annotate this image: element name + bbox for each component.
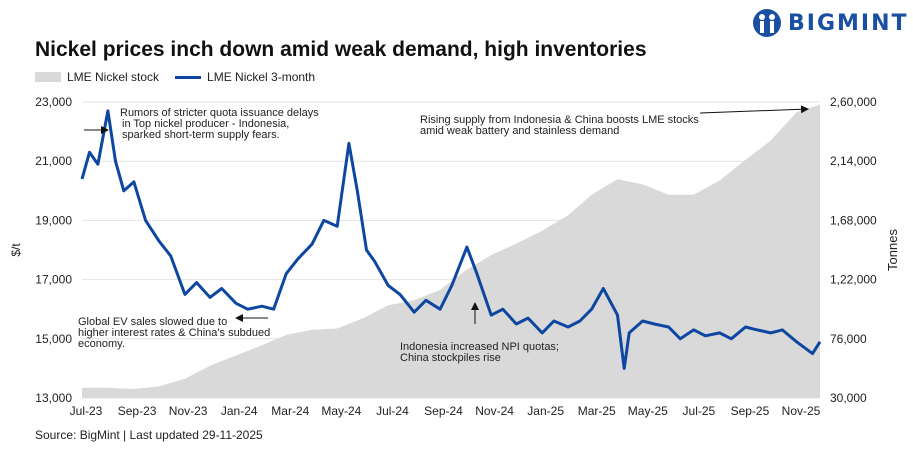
y-right-tick-label: 30,000: [830, 391, 867, 405]
source-note: Source: BigMint | Last updated 29-11-202…: [35, 428, 263, 442]
x-tick-label: Nov-24: [475, 404, 514, 418]
x-tick-label: Jan-25: [527, 404, 564, 418]
y-left-tick-label: 17,000: [35, 273, 72, 287]
y-right-tick-label: 2,14,000: [830, 154, 877, 168]
annotation-text: China stockpiles rise: [400, 352, 501, 364]
y-left-tick-label: 15,000: [35, 332, 72, 346]
y-left-tick-label: 13,000: [35, 391, 72, 405]
x-tick-label: May-24: [321, 404, 361, 418]
x-tick-label: Sep-24: [424, 404, 463, 418]
stock-area: [82, 104, 820, 398]
x-tick-label: Jul-23: [70, 404, 103, 418]
legend-swatch-price: [175, 75, 202, 79]
x-tick-label: Jul-24: [376, 404, 409, 418]
legend-swatch-stock: [35, 72, 61, 82]
annotation-arrow: [699, 105, 809, 114]
y-right-tick-label: 1,68,000: [830, 213, 877, 227]
annotation-text: higher interest rates & China's subdued: [78, 327, 270, 339]
x-tick-label: Mar-24: [271, 404, 309, 418]
y-left-tick-label: 21,000: [35, 154, 72, 168]
annotation-text: Rumors of stricter quota issuance delays: [120, 107, 319, 119]
legend-label-stock: LME Nickel stock: [67, 70, 160, 84]
x-tick-label: Jul-25: [683, 404, 716, 418]
y-left-tick-label: 23,000: [35, 95, 72, 109]
annotation-text: in Top nickel producer - Indonesia,: [122, 118, 289, 130]
annotation-text: Indonesia increased NPI quotas;: [400, 341, 559, 353]
x-tick-label: Sep-25: [731, 404, 770, 418]
chart-title: Nickel prices inch down amid weak demand…: [35, 38, 647, 61]
annotation-text: sparked short-term supply fears.: [122, 129, 280, 141]
x-tick-label: May-25: [628, 404, 668, 418]
y-left-axis-label: $/t: [9, 243, 23, 257]
y-right-axis-label: Tonnes: [885, 229, 900, 271]
x-tick-label: Jan-24: [221, 404, 258, 418]
y-right-tick-label: 76,000: [830, 332, 867, 346]
x-tick-label: Mar-25: [578, 404, 616, 418]
annotation-text: Global EV sales slowed due to: [78, 316, 227, 328]
annotation-text: amid weak battery and stainless demand: [420, 125, 619, 137]
x-tick-label: Nov-23: [169, 404, 208, 418]
brand-name: BIGMINT: [788, 10, 909, 36]
legend: LME Nickel stock LME Nickel 3-month: [35, 70, 315, 84]
legend-label-price: LME Nickel 3-month: [207, 70, 316, 84]
x-tick-label: Nov-25: [782, 404, 821, 418]
annotation-text: economy.: [78, 338, 125, 350]
y-left-tick-label: 19,000: [35, 213, 72, 227]
bigmint-logo: BIGMINT: [752, 8, 909, 38]
annotation-text: Rising supply from Indonesia & China boo…: [420, 114, 699, 126]
bigmint-logo-icon: [753, 9, 781, 37]
y-right-tick-label: 2,60,000: [830, 95, 877, 109]
y-right-tick-label: 1,22,000: [830, 273, 877, 287]
x-tick-label: Sep-23: [118, 404, 157, 418]
